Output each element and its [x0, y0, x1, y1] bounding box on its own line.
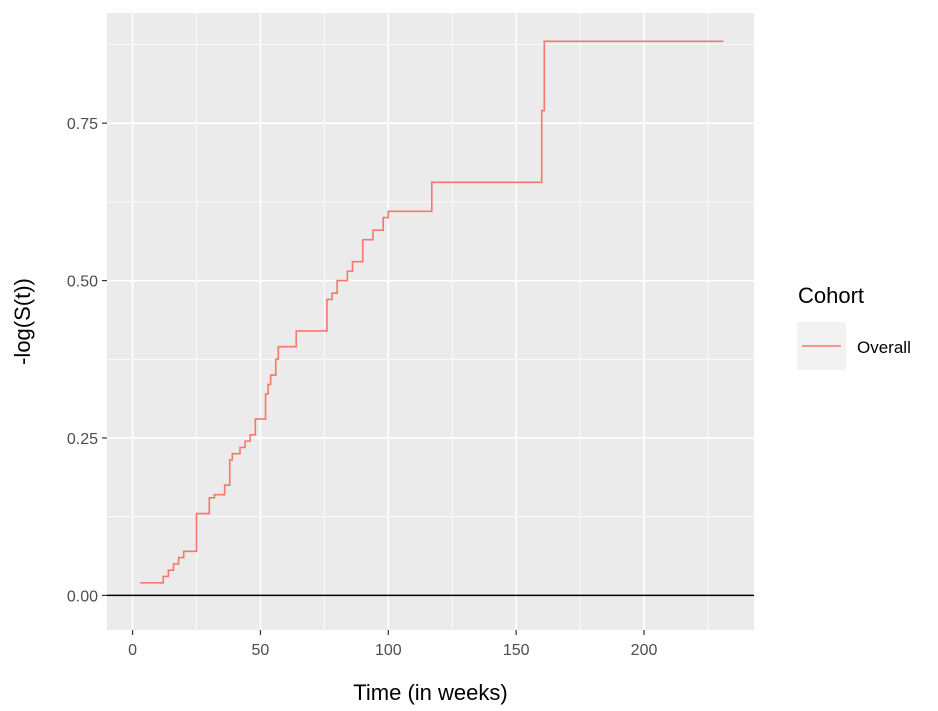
x-tick-label: 100: [375, 642, 402, 659]
grid-minor: [107, 13, 754, 630]
y-axis: 0.00 0.25 0.50 0.75: [67, 116, 107, 605]
grid-major: [107, 13, 754, 630]
y-tick-label: 0.25: [67, 431, 98, 448]
y-tick-label: 0.00: [67, 588, 98, 605]
legend-label-overall: Overall: [857, 338, 911, 357]
x-tick-label: 0: [128, 642, 137, 659]
legend: Cohort Overall: [797, 283, 911, 370]
y-tick-label: 0.50: [67, 274, 98, 291]
panel-background: [107, 13, 754, 630]
legend-title: Cohort: [798, 283, 864, 308]
series-line-overall: [140, 40, 724, 584]
x-tick-label: 150: [503, 642, 530, 659]
y-tick-label: 0.75: [67, 116, 98, 133]
x-axis: 0 50 100 150 200: [128, 630, 657, 659]
x-axis-title: Time (in weeks): [353, 680, 507, 705]
x-tick-label: 200: [631, 642, 658, 659]
x-tick-label: 50: [252, 642, 270, 659]
y-axis-title: -log(S(t)): [10, 278, 35, 365]
